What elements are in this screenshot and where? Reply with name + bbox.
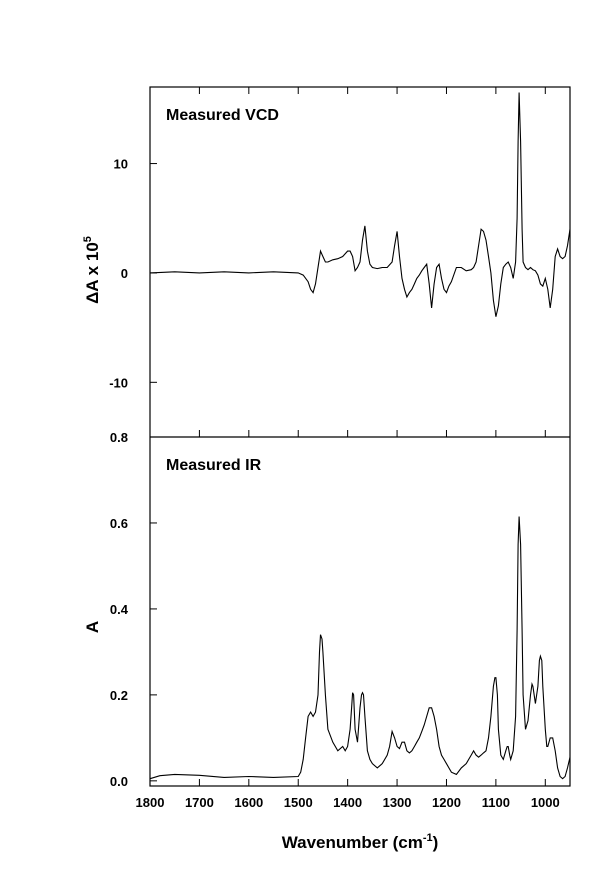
- x-tick-label: 1400: [333, 795, 362, 810]
- vcd-spectrum-line: [149, 92, 571, 317]
- ir-y-tick-label: 0.2: [110, 688, 128, 703]
- ir-y-tick-label: 0.6: [110, 516, 128, 531]
- x-tick-label: 1700: [185, 795, 214, 810]
- vcd-panel-label: Measured VCD: [166, 107, 279, 124]
- vcd-y-axis-title-sup: 5: [82, 236, 94, 242]
- x-ticks: 1800 1700 1600 1500 1400 1300 1200 1100 1000: [136, 87, 560, 810]
- vcd-y-axis-title-main: ΔA x 10: [83, 242, 102, 304]
- x-tick-label: 1600: [234, 795, 263, 810]
- plot-frame: [149, 86, 571, 787]
- ir-y-tick-label: 0.0: [110, 774, 128, 789]
- x-axis-title: Wavenumber (cm-1): [282, 832, 439, 852]
- vcd-y-tick-label: 0: [121, 266, 128, 281]
- ir-y-tick-label: 0.4: [110, 602, 129, 617]
- ir-spectrum-line: [149, 516, 571, 780]
- ir-panel-label: Measured IR: [166, 457, 262, 474]
- vcd-y-tick-label: 10: [114, 157, 128, 172]
- x-tick-label: 1200: [432, 795, 461, 810]
- ir-y-ticks: 0.0 0.2 0.4 0.6 0.8: [110, 430, 157, 789]
- vcd-y-tick-label: -10: [109, 375, 128, 390]
- x-tick-label: 1800: [136, 795, 165, 810]
- vcd-y-axis-title: ΔA x 105: [82, 236, 102, 304]
- x-axis-title-end: ): [433, 833, 439, 852]
- x-tick-label: 1300: [383, 795, 412, 810]
- ir-y-tick-label: 0.8: [110, 430, 128, 445]
- x-tick-label: 1500: [284, 795, 313, 810]
- x-axis-title-main: Wavenumber (cm: [282, 833, 423, 852]
- ir-y-axis-title: A: [83, 621, 102, 633]
- x-tick-label: 1000: [531, 795, 560, 810]
- x-axis-title-sup: -1: [423, 832, 433, 844]
- x-tick-label: 1100: [482, 795, 510, 810]
